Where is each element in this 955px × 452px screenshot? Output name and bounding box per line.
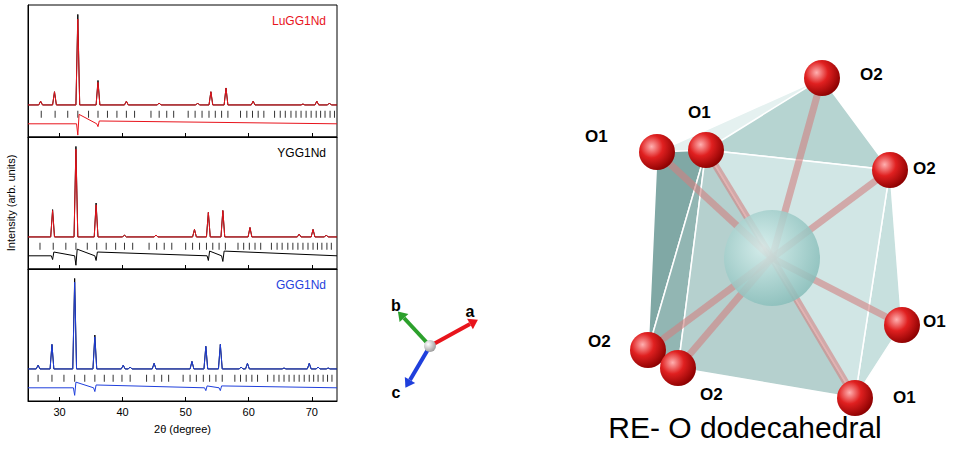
svg-text:O2: O2 bbox=[700, 385, 723, 404]
svg-text:O1: O1 bbox=[923, 312, 946, 331]
svg-text:O1: O1 bbox=[893, 388, 916, 407]
svg-text:O2: O2 bbox=[860, 65, 883, 84]
svg-text:40: 40 bbox=[116, 406, 128, 418]
svg-text:GGG1Nd: GGG1Nd bbox=[276, 278, 326, 292]
svg-text:O1: O1 bbox=[688, 103, 711, 122]
svg-text:O1: O1 bbox=[585, 127, 608, 146]
svg-text:LuGG1Nd: LuGG1Nd bbox=[272, 14, 326, 28]
svg-text:2θ (degree): 2θ (degree) bbox=[154, 423, 211, 435]
svg-text:60: 60 bbox=[243, 406, 255, 418]
svg-text:O2: O2 bbox=[913, 159, 936, 178]
svg-text:30: 30 bbox=[53, 406, 65, 418]
svg-text:70: 70 bbox=[306, 406, 318, 418]
svg-text:b: b bbox=[391, 297, 401, 314]
svg-text:a: a bbox=[466, 303, 475, 320]
svg-text:O2: O2 bbox=[588, 332, 611, 351]
svg-text:c: c bbox=[392, 384, 401, 401]
svg-text:YGG1Nd: YGG1Nd bbox=[277, 146, 326, 160]
svg-text:Intensity (arb. units): Intensity (arb. units) bbox=[5, 155, 17, 252]
svg-text:RE- O dodecahedral: RE- O dodecahedral bbox=[608, 411, 882, 444]
svg-text:50: 50 bbox=[180, 406, 192, 418]
